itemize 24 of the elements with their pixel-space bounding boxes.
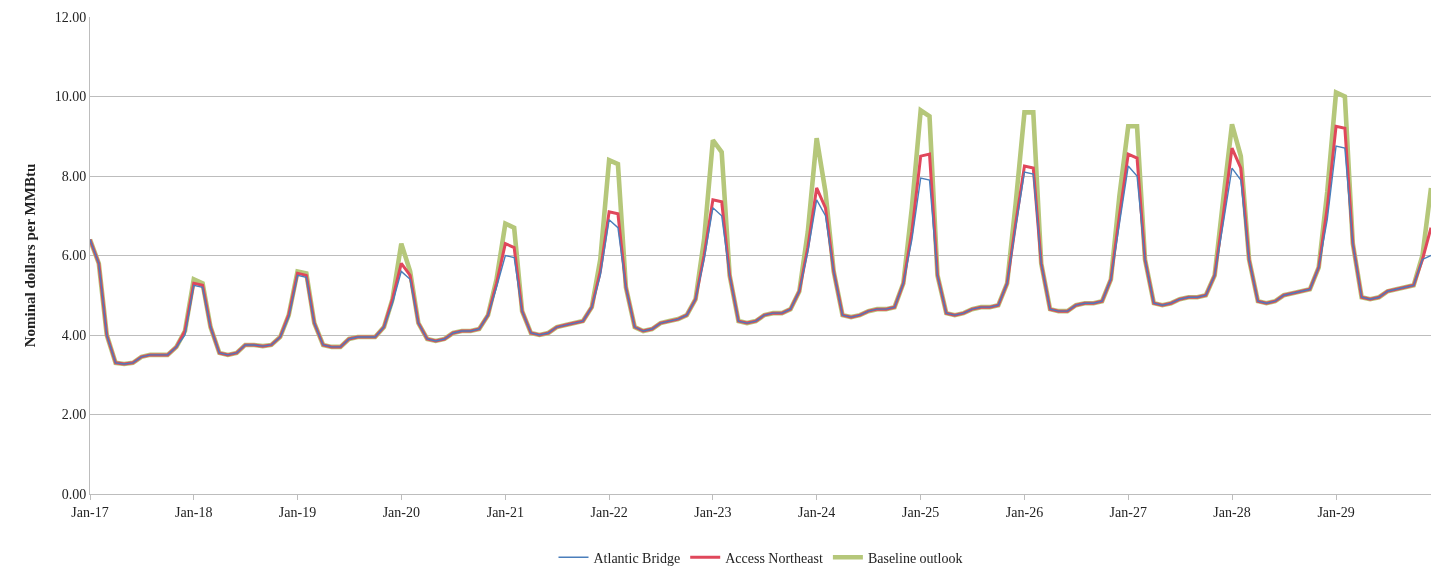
x-tick-label: Jan-17 xyxy=(71,504,109,520)
y-tick-label: 6.00 xyxy=(61,248,87,264)
x-tick-label: Jan-18 xyxy=(175,504,213,520)
x-tick-label: Jan-22 xyxy=(590,504,628,520)
y-tick-label: 4.00 xyxy=(61,327,87,343)
x-tick-label: Jan-28 xyxy=(1213,504,1251,520)
x-tick-label: Jan-26 xyxy=(1005,504,1044,520)
legend-label: Baseline outlook xyxy=(867,550,963,566)
x-tick-label: Jan-27 xyxy=(1109,504,1147,520)
x-tick-label: Jan-25 xyxy=(902,504,940,520)
y-tick-label: 12.00 xyxy=(54,9,87,25)
legend-label: Access Northeast xyxy=(725,550,823,566)
x-tick-label: Jan-29 xyxy=(1317,504,1355,520)
legend-label: Atlantic Bridge xyxy=(593,550,681,566)
y-tick-label: 2.00 xyxy=(61,407,87,423)
x-tick-label: Jan-24 xyxy=(797,504,836,520)
y-axis-title: Nominal dollars per MMBtu xyxy=(21,163,38,348)
x-tick-label: Jan-23 xyxy=(694,504,732,520)
y-tick-label: 0.00 xyxy=(61,486,87,502)
x-tick-label: Jan-19 xyxy=(278,504,317,520)
x-tick-label: Jan-21 xyxy=(486,504,525,520)
y-tick-label: 8.00 xyxy=(61,168,87,184)
x-tick-label: Jan-20 xyxy=(382,504,420,520)
y-tick-label: 10.00 xyxy=(54,89,87,105)
